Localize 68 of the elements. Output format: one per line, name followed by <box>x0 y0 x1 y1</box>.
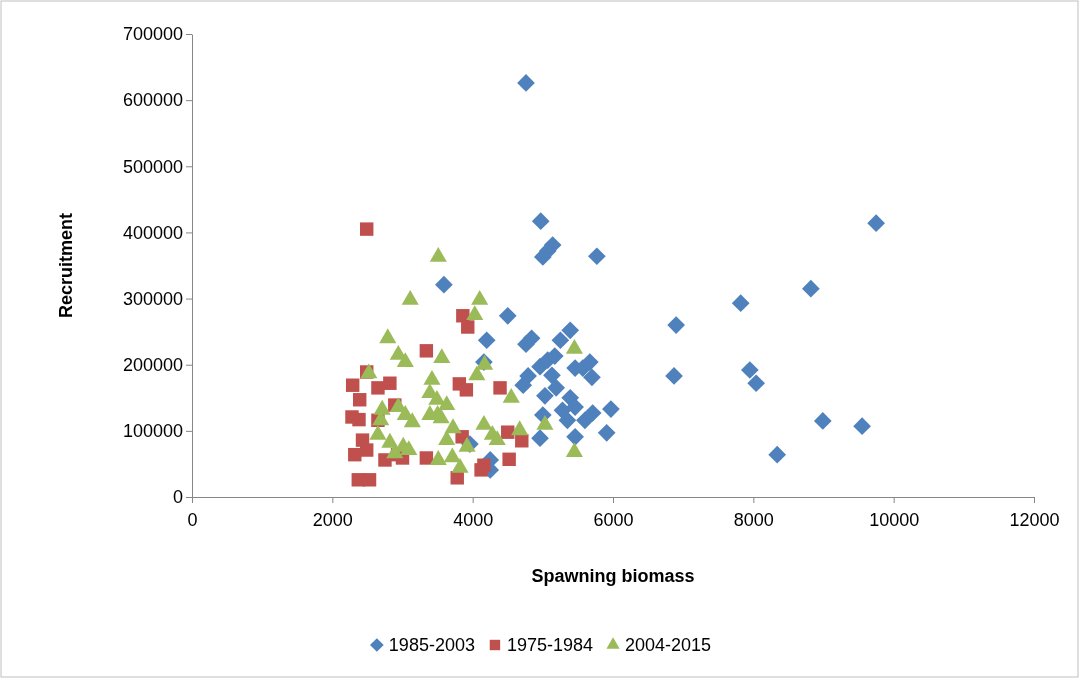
legend-label: 1975-1984 <box>506 635 594 655</box>
point <box>602 400 620 418</box>
x-tick-label: 0 <box>187 509 198 530</box>
point <box>566 427 584 446</box>
point <box>802 279 820 298</box>
point <box>371 381 385 395</box>
point <box>522 329 541 348</box>
point <box>551 331 570 350</box>
legend-label: 2004-2015 <box>625 635 712 655</box>
x-axis-title: Spawning biomass <box>531 566 695 586</box>
x-tick-label: 2000 <box>312 509 353 530</box>
point <box>667 316 686 334</box>
point <box>459 383 474 397</box>
y-tick-label: 500000 <box>122 156 183 177</box>
point <box>531 429 549 447</box>
point <box>515 434 529 448</box>
point <box>531 212 550 231</box>
point <box>558 411 577 430</box>
point <box>740 361 759 379</box>
point <box>352 393 367 407</box>
point <box>345 410 359 424</box>
y-tick-label: 400000 <box>122 222 183 243</box>
point <box>853 417 871 436</box>
point <box>583 404 602 422</box>
y-tick-label: 300000 <box>122 288 183 309</box>
point <box>435 275 453 294</box>
y-tick-label: 0 <box>172 487 183 508</box>
point <box>461 320 475 334</box>
point <box>502 452 516 467</box>
point <box>501 425 515 439</box>
point <box>747 374 765 393</box>
x-tick-label: 10000 <box>869 509 920 530</box>
point <box>419 344 434 358</box>
point <box>543 366 561 385</box>
y-tick-label: 100000 <box>122 421 183 442</box>
point <box>493 381 507 395</box>
point <box>498 306 517 325</box>
x-tick-label: 12000 <box>1009 509 1060 530</box>
y-axis-title: Recruitment <box>56 212 76 319</box>
point <box>419 451 434 465</box>
point <box>359 222 374 236</box>
point <box>519 367 537 385</box>
point <box>536 386 554 405</box>
point <box>517 74 535 92</box>
point <box>731 294 750 313</box>
point <box>813 412 832 430</box>
point <box>547 379 566 397</box>
point <box>383 376 397 390</box>
point <box>359 443 374 457</box>
point <box>588 247 606 266</box>
x-tick-label: 6000 <box>593 509 634 530</box>
legend-label: 1985-2003 <box>388 635 475 655</box>
point <box>867 214 885 233</box>
point <box>345 378 360 392</box>
y-tick-label: 600000 <box>122 90 183 111</box>
x-tick-label: 8000 <box>733 509 774 530</box>
point <box>561 321 580 340</box>
point <box>597 423 616 442</box>
y-tick-label: 200000 <box>122 354 183 375</box>
point <box>583 368 601 387</box>
x-tick-label: 4000 <box>453 509 494 530</box>
point <box>348 447 362 462</box>
point <box>768 445 787 464</box>
point <box>477 331 496 350</box>
point <box>474 463 488 477</box>
point <box>362 473 377 487</box>
y-tick-label: 700000 <box>122 24 183 45</box>
point <box>665 367 683 385</box>
